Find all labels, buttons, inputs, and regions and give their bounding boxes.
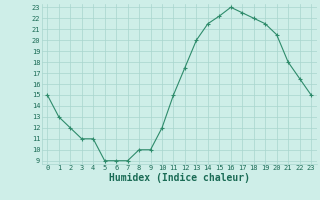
- X-axis label: Humidex (Indice chaleur): Humidex (Indice chaleur): [109, 173, 250, 183]
